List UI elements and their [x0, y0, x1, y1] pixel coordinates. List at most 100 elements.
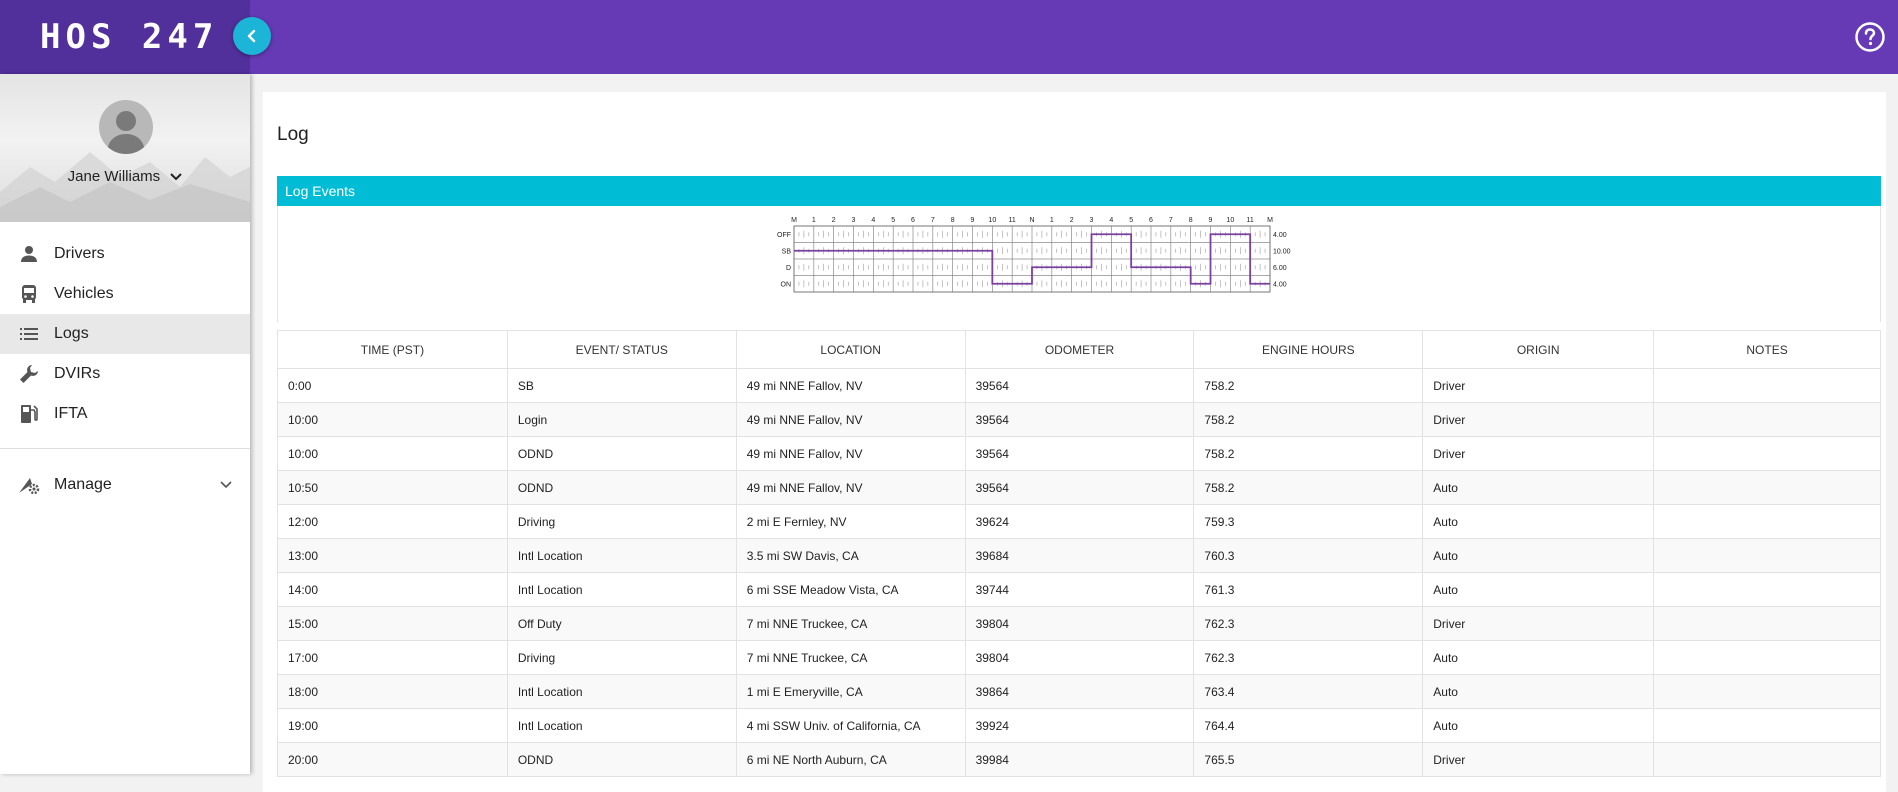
table-cell: Intl Location	[506, 708, 737, 743]
table-row[interactable]: 15:00 Off Duty 7 mi NNE Truckee, CA 39804 76…	[277, 606, 1881, 641]
table-cell: 761.3	[1193, 572, 1424, 607]
table-row[interactable]: 10:00 ODND 49 mi NNE Fallov, NV 39564 758.2 D…	[277, 436, 1881, 471]
table-cell: 764.4	[1193, 708, 1424, 743]
table-row[interactable]: 18:00 Intl Location 1 mi E Emeryville, CA 3…	[277, 674, 1881, 709]
table-row[interactable]: 20:00 ODND 6 mi NE North Auburn, CA 39984 76…	[277, 742, 1881, 777]
table-cell: Auto	[1422, 538, 1655, 573]
table-cell: 6 mi NE North Auburn, CA	[735, 742, 966, 777]
sidebar-item-dvirs[interactable]: DVIRs	[0, 354, 250, 394]
table-cell: 13:00	[277, 538, 508, 573]
table-row[interactable]: 14:00 Intl Location 6 mi SSE Meadow Vista,…	[277, 572, 1881, 607]
table-cell: Driving	[506, 504, 737, 539]
table-cell: 0:00	[277, 368, 508, 403]
table-cell: ODND	[506, 436, 737, 471]
table-cell: Driving	[506, 640, 737, 675]
sidebar-item-ifta[interactable]: IFTA	[0, 394, 250, 434]
table-cell: 17:00	[277, 640, 508, 675]
duty-status-graph: M 1 2 3 4 5 6 7 8 9 10 11 N 1 2 3 4 5 6 7 8 9 10 11 M OFF 4.00 SB 10…	[777, 217, 1291, 293]
sidebar-item-label: DVIRs	[54, 365, 101, 382]
collapse-sidebar-button[interactable]	[233, 17, 271, 55]
table-cell: 2 mi E Fernley, NV	[735, 504, 966, 539]
table-cell: 10:00	[277, 436, 508, 471]
table-cell: Driver	[1422, 606, 1655, 641]
table-row[interactable]: 17:00 Driving 7 mi NNE Truckee, CA 39804 762…	[277, 640, 1881, 675]
table-cell: Auto	[1422, 572, 1655, 607]
user-menu[interactable]: Jane Williams	[0, 168, 250, 185]
user-avatar-icon	[107, 111, 145, 154]
table-cell: 15:00	[277, 606, 508, 641]
column-header[interactable]: ENGINE HOURS	[1193, 330, 1424, 369]
graph-hour-label: 5	[891, 217, 895, 224]
table-cell	[1653, 504, 1881, 539]
table-cell: 49 mi NNE Fallov, NV	[735, 402, 966, 437]
graph-hour-label: 2	[1070, 217, 1074, 224]
graph-hour-label: 11	[1247, 217, 1254, 224]
table-row[interactable]: 10:50 ODND 49 mi NNE Fallov, NV 39564 758.2 A…	[277, 470, 1881, 505]
logo-area: HOS 247	[0, 0, 250, 74]
sidebar-item-vehicles[interactable]: Vehicles	[0, 274, 250, 314]
column-header[interactable]: EVENT/ STATUS	[506, 330, 737, 369]
table-cell: 39804	[964, 606, 1195, 641]
help-icon[interactable]	[1854, 21, 1886, 53]
graph-hour-label: 10	[1226, 217, 1234, 224]
table-cell: Off Duty	[506, 606, 737, 641]
graph-total-label: 10.00	[1273, 248, 1291, 255]
table-cell: Driver	[1422, 742, 1655, 777]
table-cell	[1653, 674, 1881, 709]
table-cell	[1653, 402, 1881, 437]
table-cell: 39564	[964, 436, 1195, 471]
table-cell: 758.2	[1193, 368, 1424, 403]
wrench-icon	[18, 363, 40, 385]
graph-hour-label: 5	[1129, 217, 1133, 224]
graph-hour-label: 4	[1109, 217, 1113, 224]
avatar[interactable]	[99, 100, 153, 154]
table-row[interactable]: 19:00 Intl Location 4 mi SSW Univ. of Cali…	[277, 708, 1881, 743]
sidebar-item-label: Logs	[54, 325, 89, 342]
graph-hour-label: 1	[1050, 217, 1054, 224]
table-row[interactable]: 12:00 Driving 2 mi E Fernley, NV 39624 759.3…	[277, 504, 1881, 539]
column-header[interactable]: NOTES	[1653, 330, 1881, 369]
manage-settings-icon	[18, 474, 40, 496]
sidebar-item-drivers[interactable]: Drivers	[0, 234, 250, 274]
table-cell	[1653, 436, 1881, 471]
table-cell: 39564	[964, 470, 1195, 505]
chevron-down-icon	[220, 481, 232, 489]
table-cell: 3.5 mi SW Davis, CA	[735, 538, 966, 573]
table-cell: Intl Location	[506, 572, 737, 607]
graph-hour-label: 1	[812, 217, 816, 224]
column-header[interactable]: LOCATION	[735, 330, 966, 369]
graph-hour-label: 9	[971, 217, 975, 224]
table-cell: Driver	[1422, 368, 1655, 403]
graph-hour-label: 8	[951, 217, 955, 224]
table-cell: SB	[506, 368, 737, 403]
table-row[interactable]: 13:00 Intl Location 3.5 mi SW Davis, CA 396…	[277, 538, 1881, 573]
table-cell: 7 mi NNE Truckee, CA	[735, 606, 966, 641]
table-row[interactable]: 10:00 Login 49 mi NNE Fallov, NV 39564 758.2…	[277, 402, 1881, 437]
sidebar-nav: Drivers Vehicles Logs DVIRs IFTA	[0, 234, 250, 505]
app-logo[interactable]: HOS 247	[40, 17, 219, 57]
column-header[interactable]: ORIGIN	[1422, 330, 1655, 369]
graph-status-label: OFF	[777, 232, 791, 239]
table-cell: 762.3	[1193, 640, 1424, 675]
sidebar-item-logs[interactable]: Logs	[0, 314, 250, 354]
user-name: Jane Williams	[67, 168, 161, 185]
sidebar: Jane Williams Drivers Vehicles Logs	[0, 74, 250, 774]
column-header[interactable]: ODOMETER	[964, 330, 1195, 369]
graph-total-label: 4.00	[1273, 281, 1287, 288]
graph-total-label: 6.00	[1273, 265, 1287, 272]
table-cell: 39564	[964, 368, 1195, 403]
person-icon	[18, 243, 40, 265]
table-cell: Auto	[1422, 470, 1655, 505]
table-cell: 12:00	[277, 504, 508, 539]
sidebar-item-manage[interactable]: Manage	[0, 465, 250, 505]
graph-hour-label: M	[791, 217, 797, 224]
graph-hour-label: 7	[931, 217, 935, 224]
chevron-down-icon	[170, 173, 183, 181]
sidebar-item-label: Manage	[54, 476, 112, 493]
column-header[interactable]: TIME (PST)	[277, 330, 508, 369]
table-row[interactable]: 0:00 SB 49 mi NNE Fallov, NV 39564 758.2 Driv…	[277, 368, 1881, 403]
table-cell	[1653, 368, 1881, 403]
table-cell: ODND	[506, 742, 737, 777]
log-events-header: Log Events	[277, 176, 1881, 206]
table-cell: 759.3	[1193, 504, 1424, 539]
